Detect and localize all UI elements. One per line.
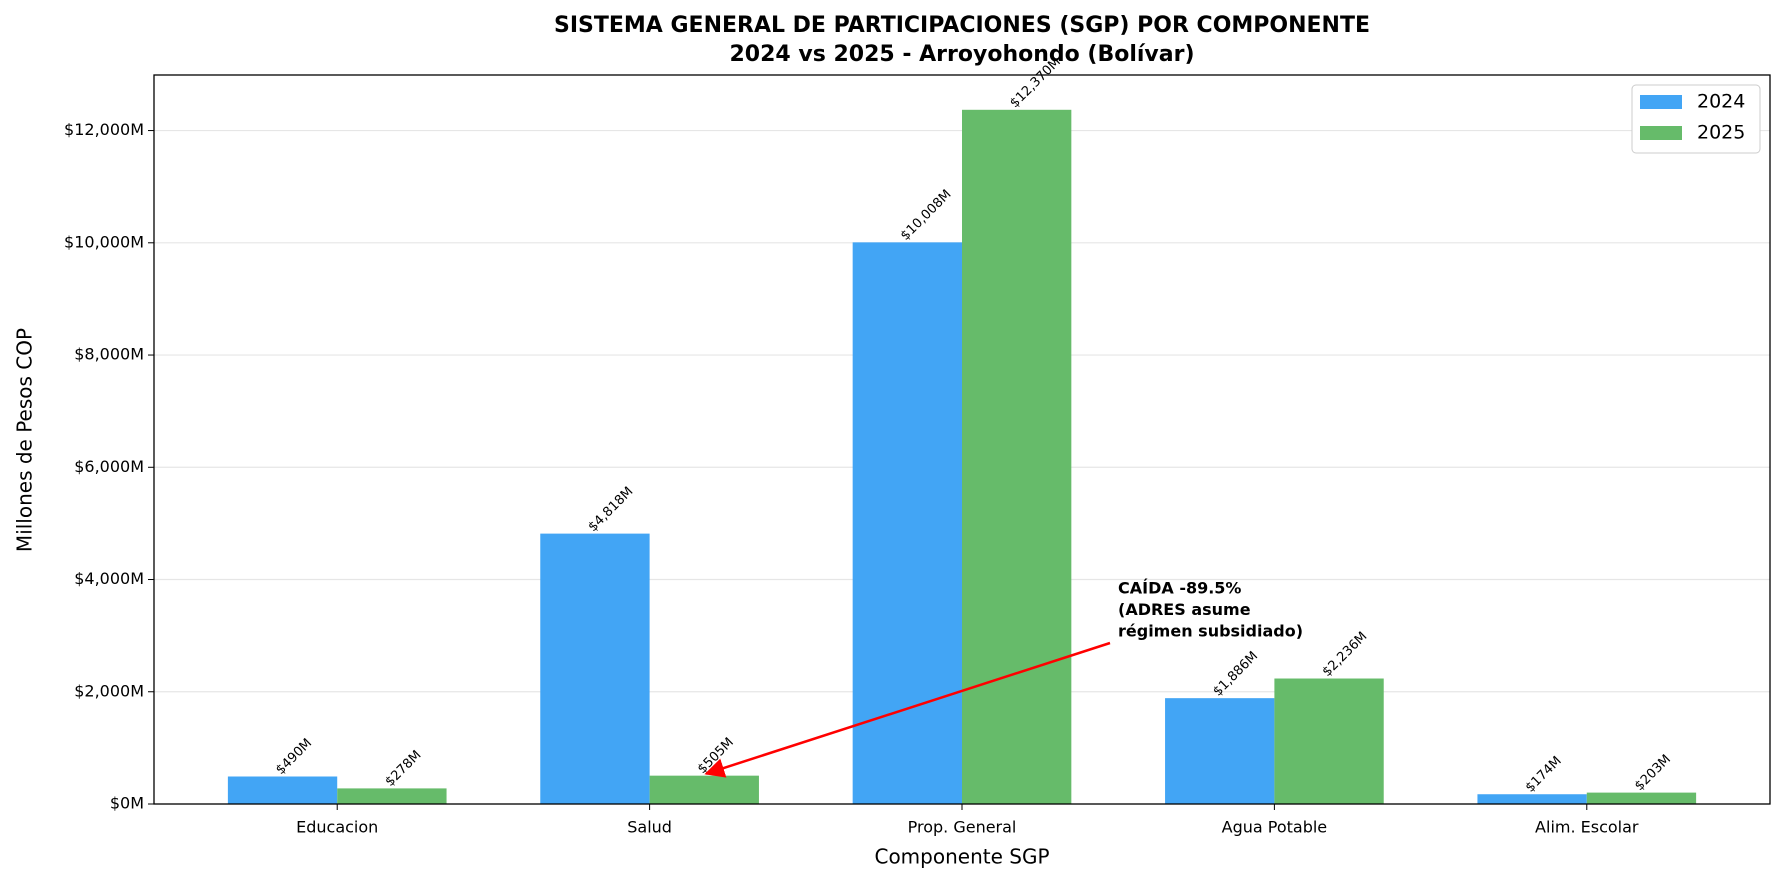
bar [1165, 698, 1275, 804]
x-tick-label: Agua Potable [1222, 818, 1328, 837]
annotation-arrow [704, 641, 1111, 778]
bar [962, 109, 1072, 805]
bar [1274, 678, 1384, 804]
y-tick-label: $0M [110, 794, 144, 813]
x-tick-label: Prop. General [908, 818, 1017, 837]
y-tick-label: $2,000M [74, 681, 144, 700]
chart-title: SISTEMA GENERAL DE PARTICIPACIONES (SGP)… [554, 13, 1370, 38]
y-tick-label: $8,000M [74, 345, 144, 364]
legend-swatch [1640, 126, 1682, 140]
y-tick-label: $4,000M [74, 569, 144, 588]
x-tick-label: Educacion [296, 818, 378, 837]
value-label: $4,818M [586, 484, 637, 535]
value-label: $10,008M [898, 187, 955, 244]
annotation-text: (ADRES asume [1118, 600, 1251, 619]
bar [1586, 792, 1697, 804]
bar [540, 533, 650, 804]
annotation-text: régimen subsidiado) [1118, 622, 1303, 641]
x-tick-label: Salud [627, 818, 672, 837]
legend-swatch [1640, 95, 1682, 109]
y-tick-label: $12,000M [64, 120, 144, 139]
legend-label: 2024 [1697, 91, 1745, 113]
value-label: $2,236M [1320, 629, 1371, 680]
chart-subtitle: 2024 vs 2025 - Arroyohondo (Bolívar) [729, 42, 1194, 67]
y-tick-label: $6,000M [74, 457, 144, 476]
x-axis-label: Componente SGP [874, 845, 1049, 869]
bar [227, 776, 338, 804]
bar [337, 788, 447, 804]
annotation-text: CAÍDA -89.5% [1118, 579, 1241, 598]
y-tick-label: $10,000M [64, 232, 144, 251]
x-tick-label: Alim. Escolar [1535, 818, 1639, 837]
bar [852, 242, 962, 805]
bar [649, 775, 759, 804]
value-label: $490M [273, 736, 315, 778]
bar [1477, 794, 1587, 804]
y-axis-label: Millones de Pesos COP [13, 328, 37, 552]
legend: 2024 2025 [1631, 84, 1761, 154]
value-label: $174M [1523, 754, 1565, 796]
legend-label: 2025 [1697, 122, 1745, 144]
plot-frame [153, 74, 1771, 805]
value-label: $278M [383, 748, 425, 790]
value-label: $203M [1632, 752, 1674, 794]
